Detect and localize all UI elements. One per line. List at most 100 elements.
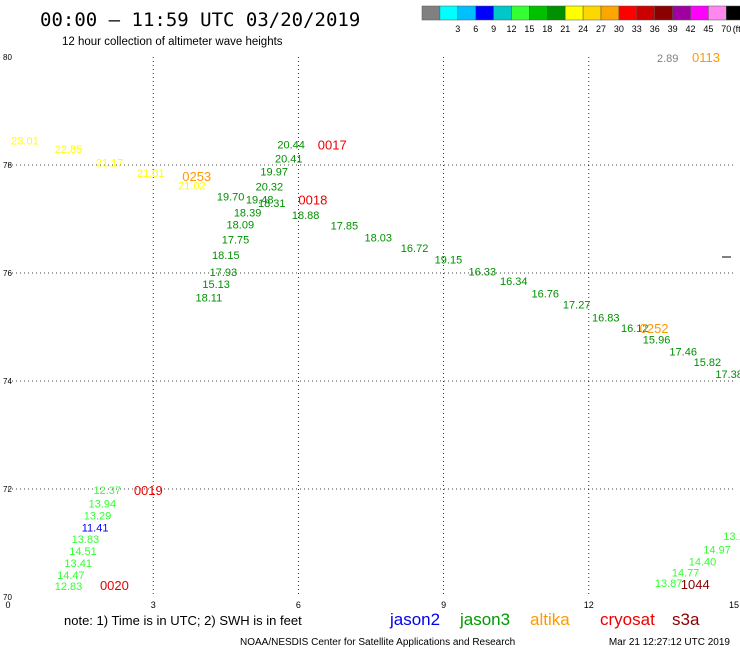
x-tick-label: 9 [441, 600, 446, 610]
wave-height-point: 17.75 [222, 235, 250, 247]
wave-height-point: 16.12 [621, 323, 649, 335]
wave-height-point: 18.88 [292, 210, 320, 222]
legend-bin-label: 3 [455, 24, 460, 34]
wave-height-point: 14.51 [69, 546, 97, 558]
satellite-name: cryosat [600, 610, 655, 629]
wave-height-point: 12.83 [55, 581, 83, 593]
wave-height-point: 18.03 [364, 232, 392, 244]
pass-label: 0252 [640, 321, 669, 336]
wave-height-point: 19.15 [435, 255, 463, 267]
legend-swatch [618, 5, 638, 21]
wave-height-point: 18.09 [227, 219, 255, 231]
legend-swatch [475, 5, 494, 21]
wave-height-point: 21.17 [96, 157, 124, 169]
wave-height-point: 13.83 [72, 534, 100, 546]
legend-bin-label: 15 [524, 24, 534, 34]
x-tick-label: 12 [584, 600, 594, 610]
x-tick-label: 6 [296, 600, 301, 610]
legend-swatch [564, 5, 584, 21]
wave-height-point: 13.87 [655, 578, 683, 590]
satellite-name: s3a [672, 610, 700, 629]
y-tick-label: 70 [3, 593, 12, 602]
x-tick-label: 0 [5, 600, 10, 610]
legend-swatch [600, 5, 620, 21]
legend-swatch [529, 5, 548, 21]
wave-height-point: 20.32 [256, 182, 284, 194]
legend-bin-label: 18 [542, 24, 552, 34]
wave-height-point: 16.34 [500, 276, 528, 288]
wave-height-point: 21.02 [178, 181, 206, 193]
legend-swatch [547, 5, 566, 21]
x-tick-label: 3 [151, 600, 156, 610]
wave-height-point: 18.31 [258, 198, 286, 210]
legend-bin-label: 30 [614, 24, 624, 34]
pass-label: 0020 [100, 578, 129, 593]
legend-swatch [654, 5, 673, 21]
wave-height-point: 17.93 [210, 267, 238, 279]
wave-height-point: 17.27 [563, 299, 591, 311]
wave-height-point: 19.97 [260, 166, 288, 178]
wave-height-point: 21.01 [137, 168, 165, 180]
y-tick-label: 76 [3, 269, 12, 278]
legend-swatch [726, 5, 740, 21]
legend-swatch [493, 5, 512, 21]
legend-bin-label: 33 [632, 24, 642, 34]
wave-height-point: 23.01 [11, 136, 39, 148]
legend-bin-label: 12 [506, 24, 516, 34]
x-tick-label: 15 [729, 600, 739, 610]
y-tick-label: 72 [3, 485, 12, 494]
legend-bin-label: 45 [703, 24, 713, 34]
chart-subtitle: 12 hour collection of altimeter wave hei… [62, 36, 283, 48]
footer-timestamp: Mar 21 12:27:12 UTC 2019 [609, 637, 731, 648]
legend-swatch [421, 5, 441, 21]
wave-height-point: 13.41 [64, 558, 92, 570]
legend-swatch [672, 5, 691, 21]
y-tick-label: 74 [3, 377, 12, 386]
wave-height-point: 19.70 [217, 191, 245, 203]
wave-height-point: 22.85 [55, 144, 83, 156]
footer-credit: NOAA/NESDIS Center for Satellite Applica… [240, 637, 515, 648]
satellite-name: altika [530, 610, 570, 629]
legend-bin-label: 9 [491, 24, 496, 34]
legend-swatch [511, 5, 530, 21]
wave-height-point: 16.83 [592, 312, 620, 324]
legend-unit: (ft) [733, 24, 740, 34]
wave-height-point: 15.13 [202, 279, 230, 291]
legend-bin-label: 36 [650, 24, 660, 34]
legend-swatch [457, 5, 476, 21]
corner-readout-value: 2.89 [657, 53, 678, 65]
corner-readout-pass: 0113 [692, 50, 720, 65]
wave-height-point: 14.77 [672, 568, 700, 580]
wave-height-point: 15.96 [643, 334, 671, 346]
satellite-name: jason3 [459, 610, 510, 629]
plot-area: 0 3 6 9 12 15 70 72 74 76 78 80 23.01 22.85 21.17 21.01… [3, 50, 740, 610]
wave-height-point: 16.33 [469, 266, 497, 278]
wave-height-point: 18.11 [196, 292, 223, 304]
legend-swatch [439, 5, 459, 21]
legend-bin-label: 42 [685, 24, 695, 34]
wave-height-point: 13.29 [84, 510, 112, 522]
wave-height-point: 17.85 [331, 220, 359, 232]
wave-height-point: 14.47 [57, 570, 85, 582]
wave-height-point: 11.41 [82, 522, 109, 534]
chart-title: 00:00 — 11:59 UTC 03/20/2019 [40, 9, 360, 31]
wave-height-point: 15.82 [694, 357, 722, 369]
legend-bin-label: 70 [721, 24, 731, 34]
legend-bin-label: 27 [596, 24, 606, 34]
wave-height-point: 18.15 [212, 250, 240, 262]
wave-height-point: 13.1 [723, 531, 740, 543]
wave-height-point: 14.97 [703, 544, 731, 556]
satellite-name: jason2 [389, 610, 440, 629]
pass-label: 1044 [681, 577, 710, 592]
pass-label: 0017 [318, 137, 347, 152]
legend-swatch [636, 5, 655, 21]
y-tick-label: 80 [3, 53, 12, 62]
satellite-legend: jason2 jason3 altika cryosat s3a [389, 610, 700, 629]
pass-label: 0253 [182, 169, 211, 184]
y-tick-label: 78 [3, 161, 12, 170]
legend-bin-label: 24 [578, 24, 588, 34]
legend-bin-label: 21 [560, 24, 570, 34]
wave-height-point: 19.48 [246, 195, 274, 207]
